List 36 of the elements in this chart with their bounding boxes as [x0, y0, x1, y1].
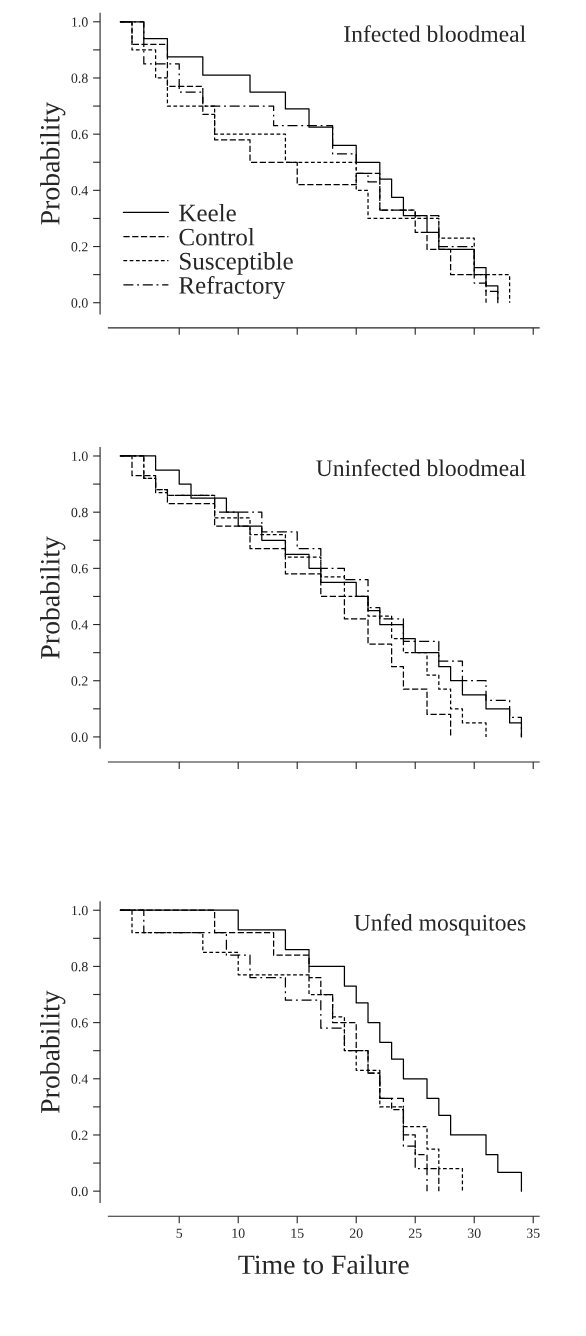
y-tick-label: 0.4: [71, 620, 89, 630]
y-tick-label: 0.8: [71, 73, 88, 83]
y-tick-label: 0.2: [71, 242, 88, 252]
y-tick-label: 0.0: [71, 1186, 88, 1197]
y-tick-label: 1.0: [72, 451, 88, 461]
legend-label: Control: [179, 227, 255, 246]
chart-title: Unfed mosquitoes: [354, 913, 526, 936]
legend-label: Susceptible: [180, 252, 293, 275]
x-tick-label: 35: [526, 1228, 540, 1238]
legend-label: Keele: [179, 203, 236, 222]
chart-title: Infected bloodmeal: [344, 25, 526, 42]
y-tick-label: 0.6: [71, 563, 88, 574]
y-tick-label: 1.0: [72, 905, 88, 916]
x-tick-label: 5: [176, 1228, 183, 1238]
x-tick-label: 20: [349, 1228, 363, 1238]
y-tick-label: 0.8: [71, 507, 88, 518]
x-tick-label: 10: [232, 1228, 245, 1238]
y-tick-label: 0.0: [71, 298, 88, 308]
y-tick-label: 0.8: [71, 962, 88, 972]
x-tick-label: 25: [408, 1228, 422, 1238]
x-tick-label: 30: [467, 1228, 481, 1238]
y-tick-label: 0.0: [71, 732, 88, 742]
x-axis-title: Time to Failure: [238, 1254, 409, 1275]
y-tick-label: 0.2: [71, 676, 88, 686]
chart-title: Uninfected bloodmeal: [316, 459, 526, 477]
y-axis-title: Probability: [40, 990, 66, 1114]
y-tick-label: 0.2: [71, 1130, 88, 1140]
y-tick-label: 0.4: [71, 185, 89, 196]
y-tick-label: 0.4: [71, 1074, 89, 1084]
legend-label: Refractory: [179, 275, 286, 299]
y-tick-label: 0.6: [71, 129, 88, 140]
x-tick-label: 15: [291, 1228, 304, 1238]
y-tick-label: 0.6: [71, 1018, 88, 1028]
y-axis-title: Probability: [40, 102, 66, 225]
y-axis-title: Probability: [40, 536, 66, 659]
y-tick-label: 1.0: [72, 17, 88, 27]
